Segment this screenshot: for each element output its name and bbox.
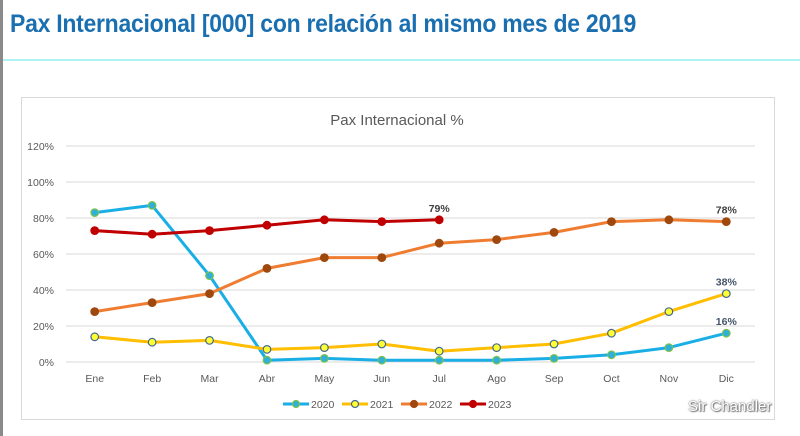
y-tick-label: 100% <box>27 177 54 189</box>
data-point-2021 <box>147 337 157 347</box>
data-point-2020 <box>90 208 100 218</box>
y-tick-label: 80% <box>33 213 54 225</box>
data-label-2020: 16% <box>716 316 738 328</box>
data-label-2023: 79% <box>429 203 451 215</box>
x-tick-label: Abr <box>259 373 276 385</box>
y-tick-label: 0% <box>39 357 54 369</box>
data-point-2023 <box>434 215 444 225</box>
x-tick-label: Jul <box>432 373 445 385</box>
legend-label: 2022 <box>429 399 453 411</box>
data-point-2022 <box>664 215 674 225</box>
chart-frame <box>21 97 775 420</box>
x-tick-label: Dic <box>719 373 734 385</box>
x-tick-label: Ago <box>487 373 506 385</box>
data-point-2023 <box>205 226 214 236</box>
data-point-2022 <box>721 217 731 227</box>
data-point-2021 <box>205 336 214 345</box>
data-point-2020 <box>721 328 731 338</box>
data-point-2020 <box>664 343 674 353</box>
x-tick-label: Nov <box>660 373 679 385</box>
legend-marker-icon <box>350 399 360 409</box>
data-point-2022 <box>492 235 502 245</box>
y-tick-label: 120% <box>27 141 54 153</box>
data-point-2023 <box>147 229 157 239</box>
left-border-bar <box>0 0 3 436</box>
data-point-2020 <box>607 350 616 360</box>
data-point-2020 <box>549 354 559 363</box>
title-divider <box>3 59 800 61</box>
series-line-2021 <box>93 292 728 353</box>
data-point-2020 <box>147 200 157 210</box>
data-point-2022 <box>147 298 157 308</box>
data-point-2022 <box>607 217 616 227</box>
series-line-2022 <box>93 218 728 314</box>
data-point-2021 <box>607 328 616 338</box>
data-point-2023 <box>262 220 272 230</box>
data-point-2021 <box>549 339 559 349</box>
legend-marker-icon <box>409 399 419 409</box>
legend-item-2021: 2021 <box>342 399 394 411</box>
legend-label: 2021 <box>370 399 394 411</box>
data-point-2023 <box>319 215 329 225</box>
data-point-2022 <box>90 307 100 317</box>
legend-item-2022: 2022 <box>401 399 453 411</box>
x-tick-label: Jun <box>373 373 390 385</box>
x-axis-ticks: Ene Feb Mar Abr May Jun Jul Ago Sep Oct Nov Dic <box>85 373 734 385</box>
data-point-2020 <box>377 355 387 365</box>
x-tick-label: Sep <box>545 373 564 385</box>
legend-item-2023: 2023 <box>460 399 512 411</box>
y-axis-ticks: 0% 20% 40% 60% 80% 100% 120% <box>27 141 54 369</box>
data-point-2022 <box>205 289 214 299</box>
data-point-2020 <box>434 355 444 365</box>
data-label-2022: 78% <box>716 205 738 217</box>
page-title: Pax Internacional [000] con relación al … <box>10 10 637 38</box>
y-tick-label: 60% <box>33 249 54 261</box>
data-point-2021 <box>90 332 100 342</box>
data-point-2022 <box>377 253 387 263</box>
legend-marker-icon <box>468 399 478 409</box>
data-point-2021 <box>319 343 329 353</box>
gridlines <box>66 145 755 363</box>
legend-marker-icon <box>291 399 301 409</box>
series-lines <box>93 203 728 362</box>
x-tick-label: May <box>314 373 335 385</box>
chart-legend: 2020 2021 2022 2023 <box>283 399 512 411</box>
y-tick-label: 20% <box>33 321 54 333</box>
data-point-2020 <box>319 354 329 363</box>
data-point-2023 <box>90 226 100 236</box>
data-point-2021 <box>664 307 674 317</box>
data-point-2022 <box>262 264 272 273</box>
legend-label: 2023 <box>488 399 512 411</box>
x-tick-label: Ene <box>85 373 104 385</box>
data-point-2020 <box>262 355 272 365</box>
data-point-2022 <box>319 253 329 263</box>
series-markers <box>90 200 731 365</box>
y-tick-label: 40% <box>33 285 54 297</box>
data-point-2021 <box>377 339 387 349</box>
data-point-2022 <box>434 238 444 248</box>
legend-label: 2020 <box>311 399 335 411</box>
data-labels: 16% 38% 78% 79% <box>429 203 738 328</box>
data-point-2021 <box>492 343 502 353</box>
legend-item-2020: 2020 <box>283 399 335 411</box>
chart-title: Pax Internacional % <box>330 112 463 129</box>
data-point-2021 <box>262 345 272 354</box>
data-label-2021: 38% <box>716 277 738 289</box>
data-point-2021 <box>434 346 444 356</box>
x-tick-label: Mar <box>200 373 219 385</box>
data-point-2020 <box>205 271 214 281</box>
x-tick-label: Oct <box>603 373 619 385</box>
data-point-2023 <box>377 217 387 227</box>
data-point-2022 <box>549 227 559 237</box>
watermark: Sir Chandler <box>688 398 772 415</box>
data-point-2020 <box>492 355 502 365</box>
data-point-2021 <box>721 289 731 299</box>
x-tick-label: Feb <box>143 373 161 385</box>
series-line-2020 <box>93 203 728 362</box>
